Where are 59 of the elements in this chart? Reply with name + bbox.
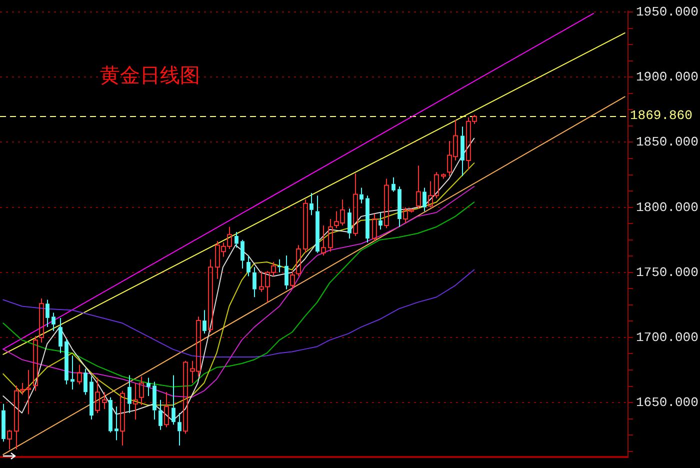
- candlestick: [114, 406, 118, 441]
- candlestick: [152, 381, 156, 420]
- candlestick: [392, 176, 396, 192]
- candlestick: [58, 317, 62, 354]
- y-tick-label: 1650.000: [636, 394, 698, 410]
- candlestick: [208, 258, 213, 333]
- ref-line-label: 1869.860: [630, 108, 692, 124]
- candlestick: [120, 390, 125, 446]
- candlestick: [348, 208, 352, 240]
- candlestick: [133, 382, 138, 420]
- candlestick: [303, 199, 308, 254]
- y-tick-label: 1750.000: [636, 264, 698, 280]
- candlestick: [460, 126, 464, 177]
- y-tick-label: 1900.000: [636, 70, 698, 85]
- candlestick: [46, 299, 50, 328]
- candlestick: [316, 195, 320, 254]
- text: 黄金日线图: [100, 62, 200, 89]
- candlestick: [422, 187, 426, 212]
- candlestick: [90, 376, 94, 420]
- candlestick: [416, 165, 421, 210]
- candlestick: [95, 377, 100, 414]
- candlestick: [310, 192, 314, 216]
- candlestick: [128, 374, 132, 414]
- candlestick: [84, 368, 88, 396]
- candlestick: [178, 412, 182, 446]
- y-tick-label: 1700.000: [636, 330, 698, 345]
- candlestick: [102, 392, 107, 410]
- candlestick: [252, 266, 256, 298]
- candlestick: [202, 310, 206, 334]
- candlestick: [158, 399, 162, 430]
- candlestick: [139, 376, 144, 406]
- candlestick: [70, 355, 74, 390]
- candlestick: [296, 244, 301, 277]
- candlestick: [378, 212, 382, 230]
- candlestick: [398, 186, 402, 228]
- candlestick: [360, 187, 364, 204]
- candlestick: [39, 298, 44, 344]
- candlestick: [146, 377, 150, 397]
- candlestick: [246, 254, 250, 277]
- candlestick: [240, 239, 244, 269]
- candlestick: [328, 218, 333, 252]
- candlestick: [2, 403, 6, 442]
- candlestick: [7, 429, 12, 450]
- candlestick: [172, 374, 176, 426]
- candlestick: [33, 336, 38, 392]
- candlestick: [52, 312, 56, 332]
- candlestick: [366, 195, 370, 243]
- candlestick: [234, 232, 238, 248]
- candlestick: [384, 178, 389, 229]
- candlestick: [64, 338, 68, 385]
- candlestick: [321, 225, 326, 256]
- candlestick: [108, 396, 112, 433]
- candlestick: [284, 254, 288, 290]
- y-tick-label: 1850.000: [636, 134, 698, 150]
- candlestick: [353, 172, 358, 236]
- candlestick: [77, 364, 82, 385]
- y-tick-label: 1950.000: [636, 4, 698, 20]
- y-tick-label: 1800.000: [636, 200, 698, 215]
- candlestick: [164, 392, 169, 428]
